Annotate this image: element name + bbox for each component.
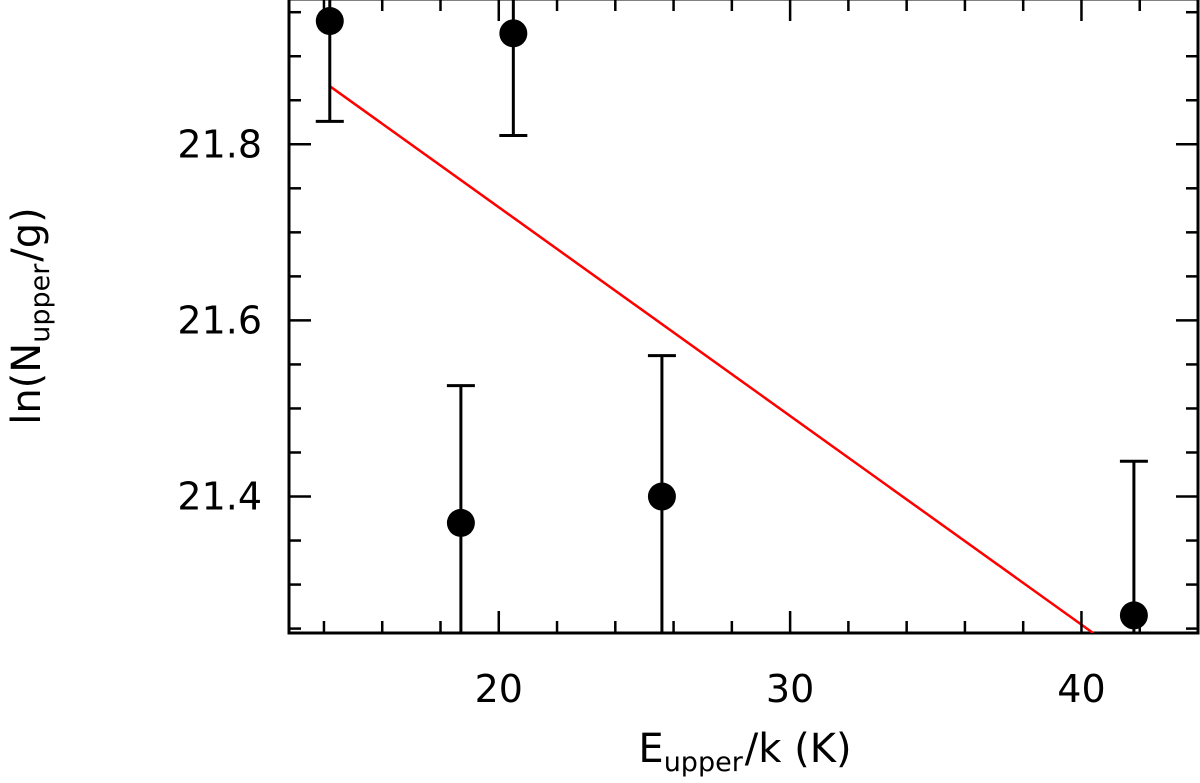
data-point bbox=[499, 19, 528, 48]
x-tick-label: 40 bbox=[1057, 667, 1105, 711]
data-point bbox=[446, 508, 475, 537]
y-tick-label: 21.8 bbox=[177, 122, 262, 166]
y-axis-title-suffix: /g) bbox=[4, 207, 50, 261]
fit-line bbox=[329, 85, 1094, 633]
y-tick-label: 21.4 bbox=[177, 475, 262, 519]
axis-layer: 20 30 40 21.4 21.6 21.8 bbox=[177, 0, 1200, 711]
marks-layer bbox=[315, 0, 1148, 633]
plot-layer bbox=[287, 0, 1200, 635]
x-axis-title-sub: upper bbox=[664, 747, 744, 778]
x-axis-title: Eupper/k (K) bbox=[638, 726, 851, 778]
data-point bbox=[315, 7, 344, 36]
plot-frame bbox=[287, 0, 1200, 635]
y-axis-title-prefix: ln(N bbox=[4, 343, 50, 425]
y-axis-title-sub: upper bbox=[25, 263, 56, 343]
x-axis-title-rest: /k (K) bbox=[745, 726, 852, 772]
data-point bbox=[1119, 601, 1148, 630]
x-tick-label: 20 bbox=[475, 667, 523, 711]
data-point bbox=[647, 482, 676, 511]
y-tick-label: 21.6 bbox=[177, 298, 262, 342]
x-axis-title-main: E bbox=[638, 726, 663, 772]
y-axis-title: ln(Nupper/g) bbox=[4, 207, 56, 425]
x-tick-label: 30 bbox=[766, 667, 814, 711]
